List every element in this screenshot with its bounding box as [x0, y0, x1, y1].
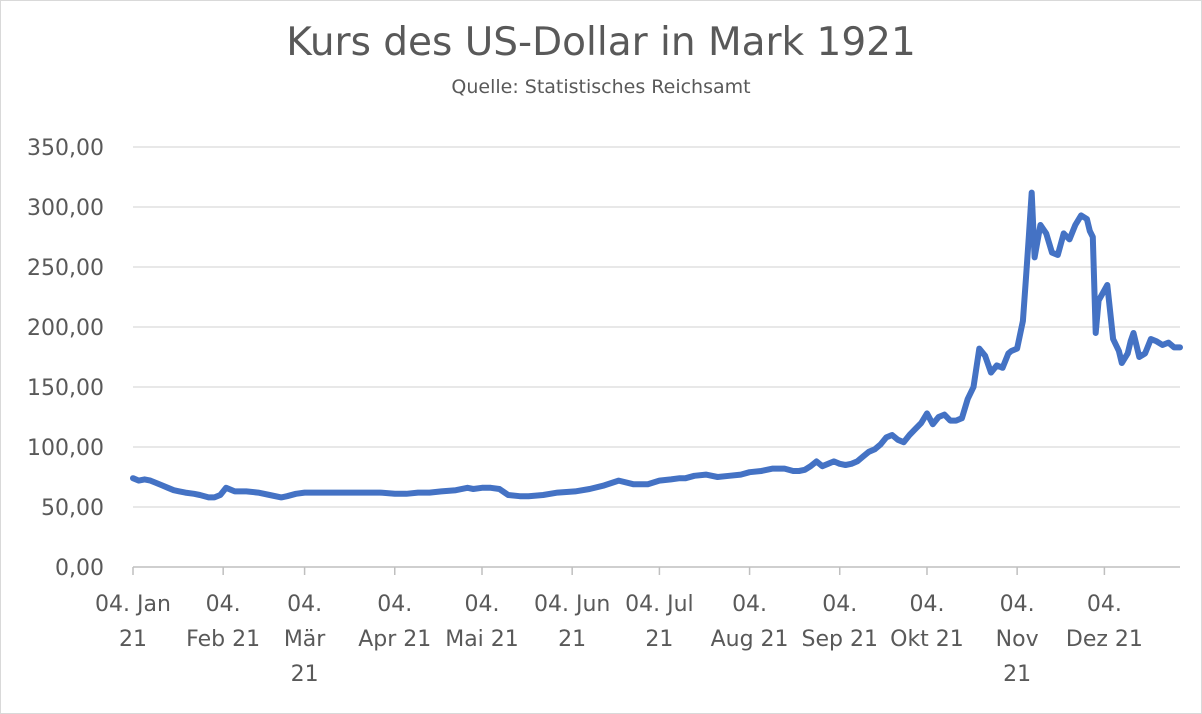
chart-subtitle: Quelle: Statistisches Reichsamt — [451, 76, 751, 98]
y-tick-label: 250,00 — [27, 256, 104, 281]
data-series — [130, 189, 1183, 501]
gridlines — [133, 146, 1180, 508]
x-tick-label: 04. Mai 21 — [445, 592, 519, 652]
y-tick-label: 100,00 — [27, 436, 104, 461]
x-tick-label: 04. Nov 21 — [996, 592, 1039, 687]
x-tick-label: 04. Okt 21 — [890, 592, 964, 652]
y-tick-label: 200,00 — [27, 316, 104, 341]
y-axis-ticks: 0,00 50,00 100,00 150,00 200,00 250,00 300,00 3… — [27, 136, 104, 581]
x-tick-label: 04. Sep 21 — [801, 592, 877, 652]
y-tick-label: 0,00 — [55, 556, 104, 581]
x-tick-label: 04. Dez 21 — [1066, 592, 1143, 652]
y-tick-label: 150,00 — [27, 376, 104, 401]
series-line — [130, 189, 1183, 501]
y-tick-label: 300,00 — [27, 196, 104, 221]
chart-title: Kurs des US-Dollar in Mark 1921 — [286, 20, 916, 65]
x-tick-label: 04. Aug 21 — [711, 592, 789, 652]
x-tick-label: 04. Apr 21 — [358, 592, 431, 652]
x-tick-label: 04. Jun 21 — [534, 592, 610, 652]
x-tick-label: 04. Mär 21 — [284, 592, 326, 687]
y-tick-label: 350,00 — [27, 136, 104, 161]
y-tick-label: 50,00 — [41, 496, 104, 521]
x-tick-label: 04. Jul 21 — [625, 592, 694, 652]
x-tick-label: 04. Jan 21 — [95, 592, 171, 652]
x-tick-label: 04. Feb 21 — [186, 592, 260, 652]
